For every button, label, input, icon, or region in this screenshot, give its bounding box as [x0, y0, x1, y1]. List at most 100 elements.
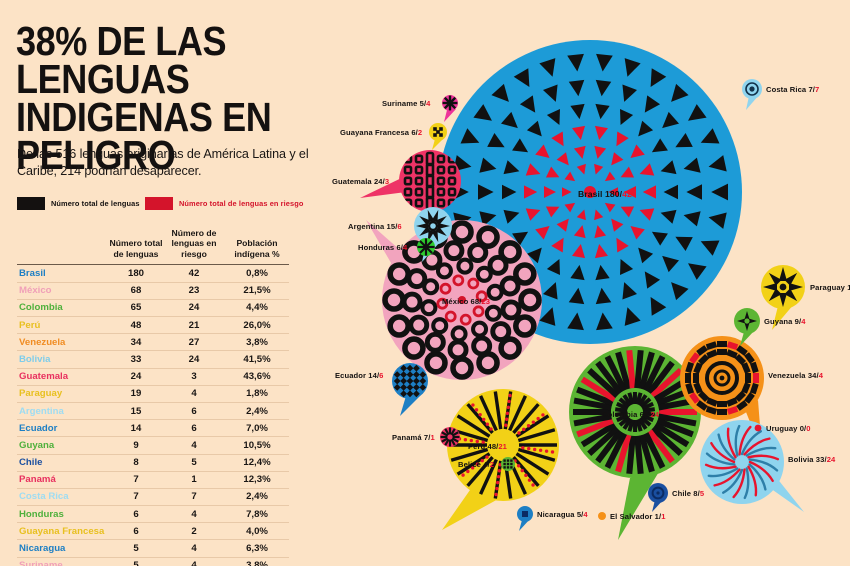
table-row: Brasil 180 42 0,8%	[17, 264, 289, 282]
bubble-ecuador[interactable]	[392, 363, 428, 416]
bubble-paraguay[interactable]	[761, 265, 805, 330]
bubble-label-brasil: Brasil 180/42	[578, 189, 632, 199]
table-cell-total: 6	[133, 525, 139, 537]
table-cell-at-risk: 27	[188, 336, 200, 348]
table-cell-population: 2,4%	[246, 491, 268, 503]
table-cell-country: Colombia	[19, 302, 63, 314]
table-cell-population: 43,6%	[243, 371, 271, 383]
table-cell-total: 7	[133, 474, 139, 486]
data-table-wrapper: Número total de lenguas Número de lengua…	[17, 228, 307, 566]
table-row: Bolivia 33 24 41,5%	[17, 350, 289, 368]
table-cell-total: 48	[130, 319, 142, 331]
table-cell-total: 180	[127, 268, 144, 280]
bubble-bolivia[interactable]	[700, 420, 804, 512]
table-cell-population: 2,4%	[246, 405, 268, 417]
bubble-panama[interactable]	[440, 427, 460, 447]
table-cell-population: 12,4%	[243, 457, 271, 469]
left-panel: 38% DE LAS LENGUAS INDIGENAS EN PELIGRO …	[0, 0, 330, 566]
subtitle: De las 516 lenguas originarias de Améric…	[17, 147, 309, 178]
bubble-label-panam-: Panamá 7/1	[392, 433, 435, 442]
table-cell-at-risk: 42	[188, 268, 200, 280]
bubble-label-nicaragua: Nicaragua 5/4	[537, 510, 588, 519]
bubble-nicaragua[interactable]	[517, 506, 533, 531]
bubble-label-bolivia: Bolivia 33/24	[788, 455, 836, 464]
bubble-guyana[interactable]	[734, 308, 760, 346]
bubble-uruguay[interactable]	[754, 424, 762, 432]
bubble-chart-svg	[360, 40, 805, 540]
table-cell-country: México	[19, 285, 52, 297]
table-cell-at-risk: 2	[191, 525, 197, 537]
table-cell-total: 14	[130, 422, 142, 434]
table-cell-total: 15	[130, 405, 142, 417]
bubble-honduras[interactable]	[417, 238, 435, 256]
legend-swatch-at-risk	[145, 197, 173, 210]
table-cell-total: 33	[130, 353, 142, 365]
bubble-guatemala[interactable]	[360, 150, 461, 212]
col-header-country	[17, 228, 109, 264]
table-cell-population: 26,0%	[243, 319, 271, 331]
table-head: Número total de lenguas Número de lengua…	[17, 228, 289, 266]
table-cell-total: 5	[133, 543, 139, 555]
table-row: Chile 8 5 12,4%	[17, 454, 289, 471]
table-cell-total: 34	[130, 336, 142, 348]
table-row: Guatemala 24 3 43,6%	[17, 368, 289, 385]
table-row: Suriname 5 4 3,8%	[17, 557, 289, 566]
bubble-costa-rica[interactable]	[742, 79, 762, 110]
table-cell-country: Panamá	[19, 474, 56, 486]
bubble-chile[interactable]	[648, 483, 668, 512]
table-cell-country: Perú	[19, 319, 41, 331]
table-body: Brasil 180 42 0,8% México 68 23 21,5% Colombia 65…	[17, 264, 289, 566]
table-cell-country: Argentina	[19, 405, 64, 417]
table-cell-at-risk: 24	[188, 353, 200, 365]
bubble-label-venezuela: Venezuela 34/4	[768, 371, 824, 380]
table-row: Paraguay 19 4 1,8%	[17, 385, 289, 402]
legend-item-at-risk: Número total de lenguas en riesgo	[145, 197, 303, 210]
table-row: Perú 48 21 26,0%	[17, 316, 289, 334]
table-row: Colombia 65 24 4,4%	[17, 299, 289, 316]
table-cell-population: 3,8%	[246, 560, 268, 566]
bubble-peru[interactable]	[442, 389, 559, 530]
table-cell-population: 3,8%	[246, 336, 268, 348]
legend-swatch-total	[17, 197, 45, 210]
bubble-suriname[interactable]	[442, 95, 458, 122]
table-header-rule	[17, 264, 289, 266]
legend: Número total de lenguas Número total de …	[17, 197, 317, 213]
table-cell-country: Venezuela	[19, 336, 66, 348]
col-header-at-risk: Número de lenguas en riesgo	[171, 228, 217, 259]
table-row: Venezuela 34 27 3,8%	[17, 333, 289, 351]
table-cell-country: Guatemala	[19, 371, 69, 383]
bubble-label-per-: Perú 48/21	[468, 442, 508, 451]
table-row: Guyana 9 4 10,5%	[17, 436, 289, 454]
table-cell-at-risk: 6	[191, 405, 197, 417]
table-cell-total: 5	[133, 560, 139, 566]
table-cell-total: 19	[130, 388, 142, 400]
table-cell-population: 7,8%	[246, 508, 268, 520]
table-cell-at-risk: 3	[191, 371, 197, 383]
bubble-mexico[interactable]	[366, 220, 542, 380]
table-cell-at-risk: 4	[191, 388, 197, 400]
bubble-venezuela[interactable]	[680, 336, 764, 452]
table-cell-country: Bolivia	[19, 353, 51, 365]
bubble-guayana-francesa[interactable]	[429, 123, 447, 150]
bubble-colombia[interactable]	[569, 346, 701, 540]
table-row: Guayana Francesa 6 2 4,0%	[17, 522, 289, 540]
table-cell-total: 9	[133, 439, 139, 451]
page-title: 38% DE LAS LENGUAS INDIGENAS EN PELIGRO	[16, 20, 289, 175]
table-cell-country: Ecuador	[19, 422, 58, 434]
legend-label-total: Número total de lenguas	[51, 199, 140, 208]
bubble-el-salvador[interactable]	[598, 512, 606, 520]
table-cell-at-risk: 23	[188, 285, 200, 297]
table-row: Argentina 15 6 2,4%	[17, 402, 289, 419]
bubble-label-suriname: Suriname 5/4	[382, 99, 431, 108]
table-row: Nicaragua 5 4 6,3%	[17, 539, 289, 557]
bubble-label-guayana-francesa: Guayana Francesa 6/2	[340, 128, 423, 137]
table-cell-country: Guayana Francesa	[19, 525, 105, 537]
legend-label-at-risk: Número total de lenguas en riesgo	[179, 199, 304, 208]
table-cell-total: 65	[130, 302, 142, 314]
header-rule-cell	[17, 264, 289, 266]
bubble-belice[interactable]	[501, 457, 515, 471]
table-cell-population: 7,0%	[246, 422, 268, 434]
bubble-label-honduras: Honduras 6/4	[358, 243, 408, 252]
table-cell-population: 1,8%	[246, 388, 268, 400]
